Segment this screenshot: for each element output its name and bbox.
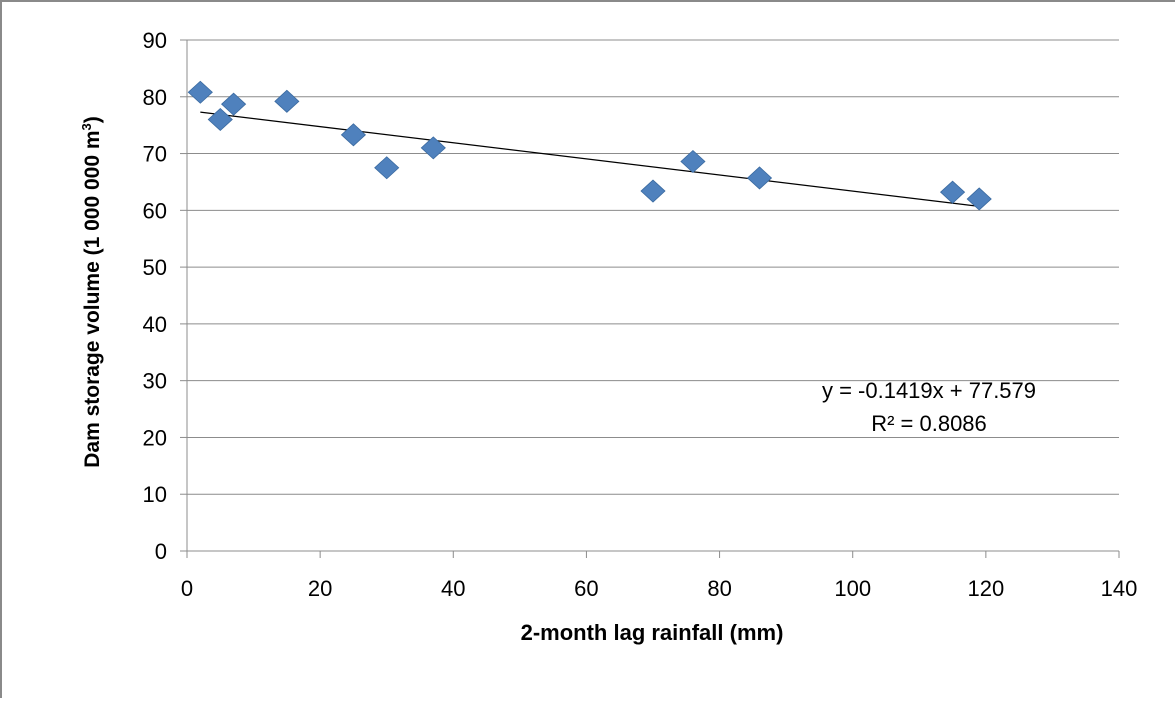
- data-point-9: [746, 166, 773, 190]
- r-squared-label: R² = 0.8086: [871, 411, 987, 436]
- x-tick-label-80: 80: [707, 576, 731, 601]
- y-tick-label-50: 50: [143, 255, 167, 280]
- data-point-5: [374, 156, 400, 180]
- data-point-11: [966, 187, 992, 211]
- y-tick-label-80: 80: [143, 85, 167, 110]
- x-axis-label: 2-month lag rainfall (mm): [521, 620, 784, 645]
- gridlines: [187, 39, 1119, 495]
- y-tick-label-70: 70: [143, 142, 167, 167]
- trendline-equation: y = -0.1419x + 77.579: [822, 378, 1036, 403]
- data-point-6: [420, 136, 446, 160]
- y-axis-label-main: Dam storage volume (1 000 000 m: [81, 130, 104, 467]
- data-point-2: [221, 92, 247, 116]
- y-tick-label-90: 90: [143, 28, 167, 53]
- y-tick-label-60: 60: [143, 198, 167, 223]
- x-tick-labels: 0 20 40 60 80 100 120 140: [181, 576, 1137, 601]
- x-tick-label-100: 100: [834, 576, 871, 601]
- data-point-0: [187, 80, 213, 104]
- x-tick-label-20: 20: [308, 576, 332, 601]
- y-tick-label-30: 30: [143, 369, 167, 394]
- x-tick-label-40: 40: [441, 576, 465, 601]
- x-tick-label-60: 60: [574, 576, 598, 601]
- trendline: [200, 111, 980, 208]
- y-tick-labels: 0 10 20 30 40 50 60 70 80 90: [143, 28, 167, 564]
- x-tick-label-120: 120: [967, 576, 1004, 601]
- x-tick-label-0: 0: [181, 576, 193, 601]
- x-tick-label-140: 140: [1101, 576, 1138, 601]
- y-tick-label-10: 10: [143, 482, 167, 507]
- data-point-3: [274, 89, 300, 113]
- y-tick-label-20: 20: [143, 425, 167, 450]
- data-point-8: [680, 149, 706, 174]
- axes: [180, 39, 1120, 558]
- data-point-10: [939, 180, 966, 204]
- trendline-group: [200, 111, 980, 208]
- y-tick-label-40: 40: [143, 312, 167, 337]
- data-points: [187, 80, 992, 211]
- data-point-1: [207, 107, 233, 132]
- y-axis-label: Dam storage volume (1 000 000 m3): [79, 116, 104, 468]
- data-point-4: [340, 123, 367, 147]
- y-axis-label-superscript: 3: [79, 123, 94, 130]
- data-point-7: [640, 179, 666, 203]
- y-axis-label-end: ): [81, 116, 104, 123]
- y-tick-label-0: 0: [155, 539, 167, 564]
